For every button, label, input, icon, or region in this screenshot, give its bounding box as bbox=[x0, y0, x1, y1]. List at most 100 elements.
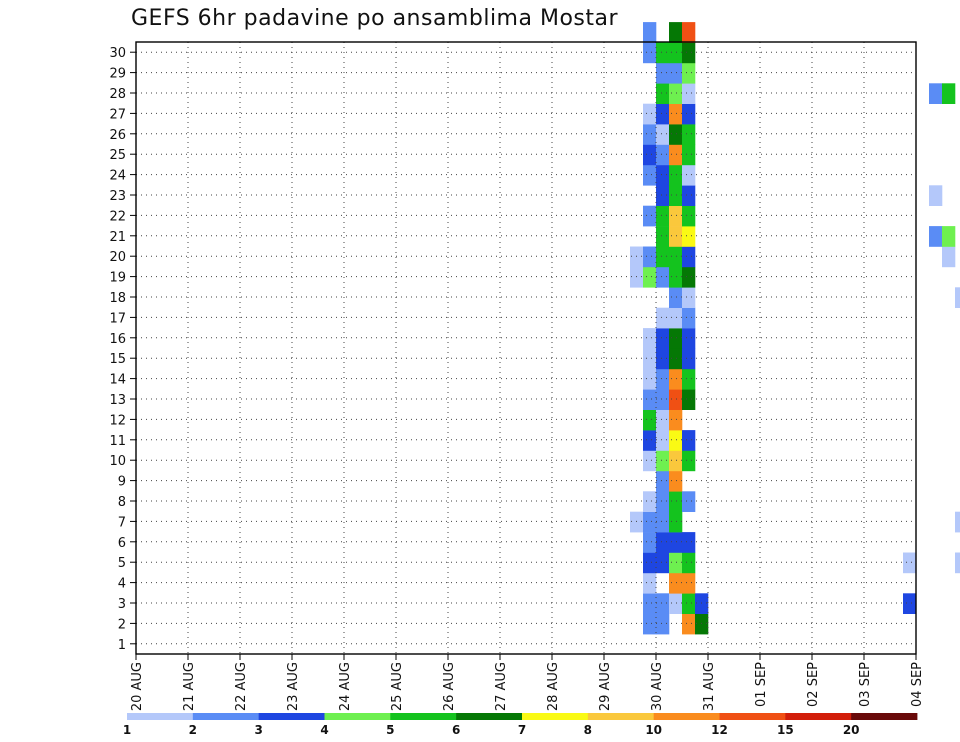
heatmap-cell bbox=[903, 552, 917, 574]
heatmap-cell bbox=[643, 103, 657, 125]
y-tick-label: 19 bbox=[109, 271, 126, 286]
y-tick-label: 13 bbox=[109, 393, 126, 408]
plot-frame bbox=[135, 41, 917, 655]
heatmap-cell bbox=[669, 144, 683, 166]
legend-swatch bbox=[390, 713, 457, 720]
heatmap-cell bbox=[669, 226, 683, 247]
heatmap-cell bbox=[643, 511, 657, 533]
heatmap-cell bbox=[656, 450, 670, 472]
x-tick-label: 23 AUG bbox=[286, 662, 301, 711]
heatmap-cell bbox=[643, 552, 657, 574]
heatmap-cell bbox=[656, 185, 670, 206]
heatmap-cell bbox=[682, 205, 696, 227]
legend-swatch bbox=[653, 713, 720, 720]
x-tick-label: 25 AUG bbox=[390, 662, 405, 711]
heatmap-cell bbox=[656, 532, 670, 553]
heatmap-cell bbox=[643, 144, 657, 166]
heatmap-cell bbox=[695, 593, 709, 614]
y-tick-label: 8 bbox=[118, 495, 126, 510]
heatmap-cell bbox=[669, 491, 683, 512]
heatmap-cell bbox=[656, 246, 670, 268]
heatmap-cell bbox=[643, 430, 657, 451]
heatmap-cell bbox=[955, 287, 960, 308]
legend-label: 2 bbox=[189, 723, 197, 737]
y-tick-label: 9 bbox=[118, 475, 126, 490]
heatmap-cell bbox=[643, 593, 657, 614]
heatmap-cell bbox=[669, 42, 683, 64]
heatmap-cell bbox=[656, 491, 670, 512]
x-tick-label: 29 AUG bbox=[598, 662, 613, 711]
y-axis: 1234567891011121314151617181920212223242… bbox=[109, 46, 136, 653]
heatmap-cell bbox=[669, 368, 683, 390]
heatmap-cell bbox=[682, 328, 696, 349]
x-tick-label: 20 AUG bbox=[130, 662, 145, 711]
heatmap-cell bbox=[682, 572, 696, 594]
heatmap-cell bbox=[955, 511, 960, 533]
heatmap-cell bbox=[682, 348, 696, 370]
y-tick-label: 4 bbox=[118, 577, 126, 592]
heatmap-cell bbox=[955, 552, 960, 574]
y-tick-label: 18 bbox=[109, 291, 126, 306]
heatmap-cell bbox=[682, 266, 696, 288]
heatmap-cell bbox=[643, 368, 657, 390]
heatmap-cell bbox=[929, 226, 943, 247]
heatmap-cell bbox=[643, 246, 657, 268]
heatmap-cell bbox=[669, 389, 683, 410]
y-tick-label: 12 bbox=[109, 413, 126, 428]
grid-lines bbox=[136, 42, 916, 654]
heatmap-cell bbox=[669, 103, 683, 125]
y-tick-label: 28 bbox=[109, 87, 126, 102]
heatmap-cell bbox=[656, 124, 670, 145]
heatmap-cell bbox=[682, 185, 696, 206]
y-tick-label: 24 bbox=[109, 169, 126, 184]
heatmap-cell bbox=[669, 246, 683, 268]
x-tick-label: 28 AUG bbox=[546, 662, 561, 711]
x-tick-label: 03 SEP bbox=[858, 662, 873, 707]
heatmap-cell bbox=[682, 491, 696, 512]
heatmap-cell bbox=[656, 552, 670, 574]
heatmap-cell bbox=[630, 246, 644, 268]
legend: 1 2 3 4 5 6 7 8 10 12 15 20 bbox=[123, 713, 918, 737]
heatmap-cell bbox=[942, 246, 956, 268]
chart-title: GEFS 6hr padavine po ansamblima Mostar bbox=[131, 6, 619, 31]
heatmap-cell bbox=[669, 593, 683, 614]
legend-swatch bbox=[851, 713, 918, 720]
heatmap-cell bbox=[942, 83, 956, 104]
heatmap-cell bbox=[695, 613, 709, 635]
heatmap-cell bbox=[643, 22, 657, 43]
legend-swatch bbox=[719, 713, 786, 720]
heatmap-cell bbox=[643, 348, 657, 370]
heatmap-cell bbox=[643, 613, 657, 635]
legend-swatch bbox=[324, 713, 391, 720]
y-tick-label: 29 bbox=[109, 67, 126, 82]
heatmap-cell bbox=[669, 185, 683, 206]
heatmap-cell bbox=[643, 450, 657, 472]
heatmap-cell bbox=[669, 409, 683, 431]
y-tick-label: 22 bbox=[109, 209, 126, 224]
y-tick-label: 23 bbox=[109, 189, 126, 204]
heatmap-cell bbox=[643, 389, 657, 410]
heatmap-cell bbox=[942, 226, 956, 247]
heatmap-cell bbox=[669, 164, 683, 186]
x-tick-label: 01 SEP bbox=[754, 662, 769, 707]
heatmap-cell bbox=[643, 205, 657, 227]
heatmap-cell bbox=[669, 572, 683, 594]
heatmap-cell bbox=[656, 409, 670, 431]
heatmap-cell bbox=[929, 185, 943, 206]
heatmap-cell bbox=[656, 103, 670, 125]
heatmap-cell bbox=[643, 328, 657, 349]
y-tick-label: 30 bbox=[109, 46, 126, 61]
legend-label: 8 bbox=[584, 723, 592, 737]
heatmap-cell bbox=[656, 307, 670, 329]
heatmap-cell bbox=[669, 83, 683, 104]
heatmap-cell bbox=[656, 226, 670, 247]
heatmap-cell bbox=[669, 328, 683, 349]
heatmap-cell bbox=[643, 491, 657, 512]
y-tick-label: 20 bbox=[109, 250, 126, 265]
heatmap-cell bbox=[643, 164, 657, 186]
heatmap-cell bbox=[682, 144, 696, 166]
y-tick-label: 27 bbox=[109, 107, 126, 122]
legend-swatch bbox=[587, 713, 655, 720]
heatmap-cell bbox=[682, 124, 696, 145]
heatmap-cell bbox=[682, 552, 696, 574]
